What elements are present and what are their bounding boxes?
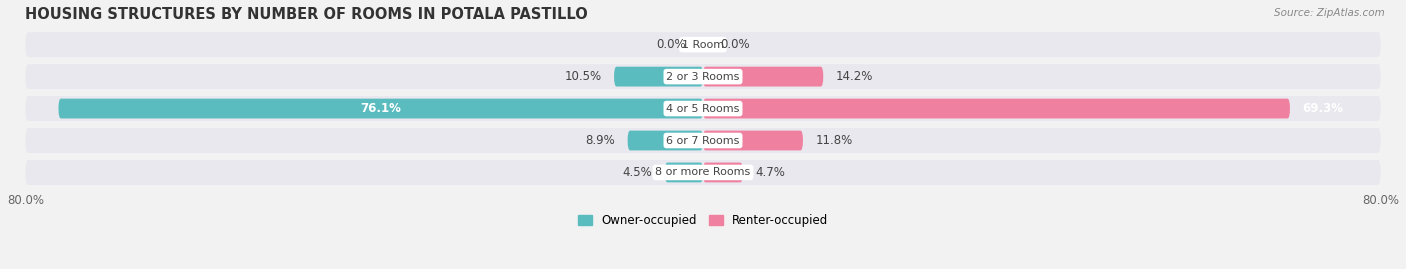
- Text: 4.5%: 4.5%: [623, 166, 652, 179]
- FancyBboxPatch shape: [25, 160, 1381, 185]
- Text: 6 or 7 Rooms: 6 or 7 Rooms: [666, 136, 740, 146]
- FancyBboxPatch shape: [703, 67, 824, 87]
- Text: 10.5%: 10.5%: [564, 70, 602, 83]
- Text: 11.8%: 11.8%: [815, 134, 853, 147]
- Text: 0.0%: 0.0%: [720, 38, 749, 51]
- Text: Source: ZipAtlas.com: Source: ZipAtlas.com: [1274, 8, 1385, 18]
- Text: 0.0%: 0.0%: [657, 38, 686, 51]
- Text: 4.7%: 4.7%: [755, 166, 786, 179]
- Text: 8.9%: 8.9%: [585, 134, 614, 147]
- Text: 8 or more Rooms: 8 or more Rooms: [655, 168, 751, 178]
- FancyBboxPatch shape: [703, 162, 742, 182]
- FancyBboxPatch shape: [703, 131, 803, 150]
- FancyBboxPatch shape: [627, 131, 703, 150]
- Text: 69.3%: 69.3%: [1302, 102, 1344, 115]
- FancyBboxPatch shape: [614, 67, 703, 87]
- FancyBboxPatch shape: [25, 128, 1381, 153]
- Text: HOUSING STRUCTURES BY NUMBER OF ROOMS IN POTALA PASTILLO: HOUSING STRUCTURES BY NUMBER OF ROOMS IN…: [25, 7, 588, 22]
- FancyBboxPatch shape: [703, 99, 1289, 118]
- Text: 2 or 3 Rooms: 2 or 3 Rooms: [666, 72, 740, 82]
- Legend: Owner-occupied, Renter-occupied: Owner-occupied, Renter-occupied: [578, 214, 828, 227]
- FancyBboxPatch shape: [25, 64, 1381, 89]
- FancyBboxPatch shape: [59, 99, 703, 118]
- Text: 1 Room: 1 Room: [682, 40, 724, 50]
- Text: 4 or 5 Rooms: 4 or 5 Rooms: [666, 104, 740, 114]
- FancyBboxPatch shape: [665, 162, 703, 182]
- Text: 76.1%: 76.1%: [360, 102, 401, 115]
- Text: 14.2%: 14.2%: [837, 70, 873, 83]
- FancyBboxPatch shape: [25, 96, 1381, 121]
- FancyBboxPatch shape: [25, 32, 1381, 57]
